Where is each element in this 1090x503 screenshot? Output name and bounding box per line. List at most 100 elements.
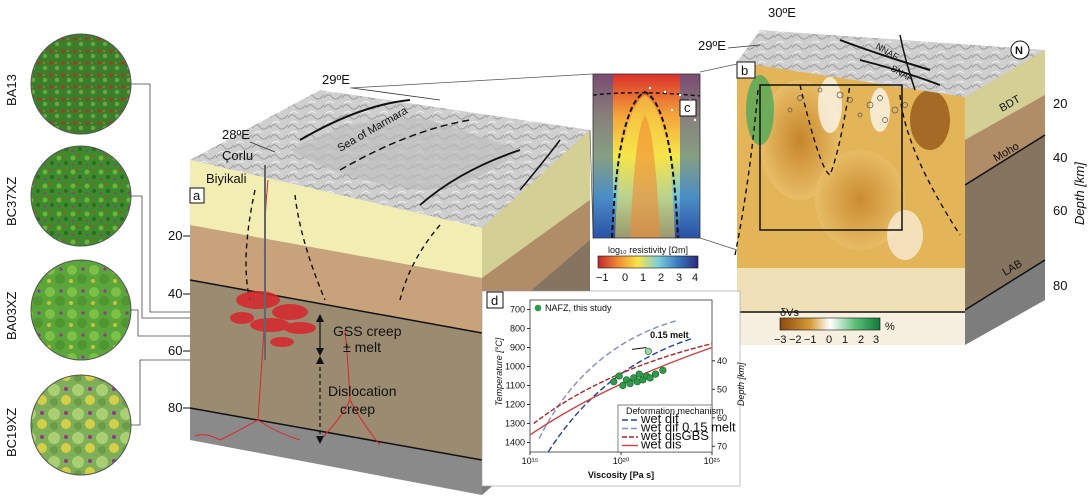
res-tick: 3 <box>676 272 682 284</box>
lon-label-30: 30ºE <box>768 5 796 20</box>
layer-upper-crust <box>190 160 482 278</box>
data-point <box>626 380 634 388</box>
panel-label-b: b <box>741 63 748 78</box>
depth-tick-b-60: 60 <box>1053 203 1067 218</box>
vs-tick: −3 <box>774 334 787 346</box>
x-tick-label: 10²⁵ <box>704 456 721 466</box>
y-tick-label: 700 <box>510 305 525 315</box>
depth-axis-label: Depth [km] <box>1072 162 1087 225</box>
x-tick-label: 10¹⁵ <box>522 456 539 466</box>
y-tick-label: 1300 <box>505 419 525 429</box>
legend-point-label: NAFZ, this study <box>545 303 612 313</box>
res-tick: −1 <box>596 272 609 284</box>
seismicity <box>787 87 908 123</box>
vs-colorbar <box>779 317 881 331</box>
mechanism-curve <box>547 337 695 453</box>
y-tick-label: 800 <box>510 324 525 334</box>
place-biyikali: Biyikali <box>206 171 247 186</box>
depth-tick-a-20: 20 <box>168 228 182 243</box>
panel-label-a: a <box>193 188 201 203</box>
data-point <box>651 370 660 378</box>
panel-c: c log₁₀ resistivity [Ωm] −1 0 1 2 3 4 <box>592 73 701 284</box>
y-axis-label: Temperature [°C] <box>494 337 504 406</box>
x-axis-label: Viscosity [Pa s] <box>588 470 654 480</box>
data-point <box>646 374 654 382</box>
lon-label-29-a: 29ºE <box>322 72 350 87</box>
data-point <box>659 366 667 374</box>
res-tick: 1 <box>640 272 646 284</box>
depth-tick-label: 70 <box>717 441 727 451</box>
panel-d: d 700 800 900 1000 1100 1200 1300 1400 10¹⁵ 10²⁰ 1… <box>481 290 746 487</box>
sample-column: BA13 BC37XZ BA03XZ BC19XZ <box>4 33 268 476</box>
depth-tick-b-80: 80 <box>1053 278 1067 293</box>
resistivity-colorbar-label: log₁₀ resistivity [Ωm] <box>608 245 688 255</box>
layer-asthenosphere <box>190 408 482 495</box>
sample-label-ba13: BA13 <box>4 74 19 106</box>
y-tick-label: 1400 <box>505 438 525 448</box>
vs-colorbar-ticks: −3 −2 −1 0 1 2 3 <box>774 334 879 346</box>
north-arrow-label: N <box>1015 45 1023 57</box>
data-point <box>610 378 618 386</box>
micrograph-ba13 <box>30 33 132 135</box>
legend-title: Deformation mechanism <box>626 406 724 416</box>
res-tick: 4 <box>692 272 698 284</box>
data-point <box>635 370 643 378</box>
block-diagram-b: b 30ºE 29ºE NNAF SNAF N BDT Moho LAB 20 … <box>698 5 1087 346</box>
depth-tick-a-80: 80 <box>168 400 182 415</box>
gss-creep-label: GSS creep <box>333 323 402 339</box>
legend-entry: wet disGBS <box>640 428 709 443</box>
depth-tick-a-60: 60 <box>168 343 182 358</box>
depth-tick-label: 40 <box>717 356 727 366</box>
depth-tick-label: 50 <box>717 384 727 394</box>
lon-label-29-b: 29ºE <box>698 38 726 53</box>
sample-label-bc37xz: BC37XZ <box>4 177 19 226</box>
legend-entry: wet dif 0.15 melt <box>640 420 736 435</box>
melt-annotation: 0.15 melt <box>650 330 689 340</box>
depth-tick-a-40: 40 <box>168 286 182 301</box>
legend-point-marker <box>534 304 542 312</box>
layer-lower-crust <box>190 225 482 333</box>
micrograph-bc37xz <box>30 145 132 247</box>
data-point <box>615 372 623 380</box>
vs-colorbar-unit: % <box>885 321 895 333</box>
micrograph-ba03xz <box>30 259 132 361</box>
legend-entry: wet dis <box>640 437 682 452</box>
melt-patches <box>230 291 316 347</box>
y-tick-label: 1100 <box>506 381 525 391</box>
vs-tick: 0 <box>826 334 832 346</box>
melt-arrow <box>631 347 647 350</box>
melt-label: ± melt <box>343 339 381 355</box>
y-tick-label: 1000 <box>505 362 525 372</box>
vs-colorbar-label: δVs <box>780 307 799 319</box>
vs-tick: 2 <box>858 334 864 346</box>
place-corlu: Çorlu <box>222 148 253 163</box>
legend-entry: wet dif <box>640 411 679 426</box>
dislocation-label-1: Dislocation <box>328 383 396 399</box>
vs-tick: −2 <box>789 334 802 346</box>
micrograph-bc19xz <box>30 374 132 476</box>
res-tick: 2 <box>658 272 664 284</box>
vs-tick: −1 <box>804 334 817 346</box>
mechanism-curve <box>533 343 713 425</box>
data-point <box>644 347 652 355</box>
depth-axis-label-d: Depth [km] <box>736 362 746 406</box>
depth-tick-b-40: 40 <box>1053 150 1067 165</box>
data-point <box>619 381 627 390</box>
viscosity-plot: 700 800 900 1000 1100 1200 1300 1400 10¹⁵ 10²⁰ 10²… <box>494 299 746 480</box>
mechanism-curve <box>538 320 676 440</box>
north-arrow-icon <box>1010 40 1030 60</box>
x-tick-label: 10²⁰ <box>613 456 630 466</box>
y-tick-label: 900 <box>510 343 525 353</box>
resistivity-colorbar <box>597 255 699 269</box>
panel-label-d: d <box>491 293 498 308</box>
lon-label-28: 28ºE <box>222 127 250 142</box>
vs-tick: 1 <box>842 334 848 346</box>
res-tick: 0 <box>622 272 628 284</box>
y-tick-label: 1200 <box>505 400 525 410</box>
depth-tick-b-20: 20 <box>1053 96 1067 111</box>
dislocation-label-2: creep <box>340 401 375 417</box>
vs-tick: 3 <box>873 334 879 346</box>
mechanism-curve <box>529 346 713 436</box>
sample-label-ba03xz: BA03XZ <box>4 292 19 340</box>
